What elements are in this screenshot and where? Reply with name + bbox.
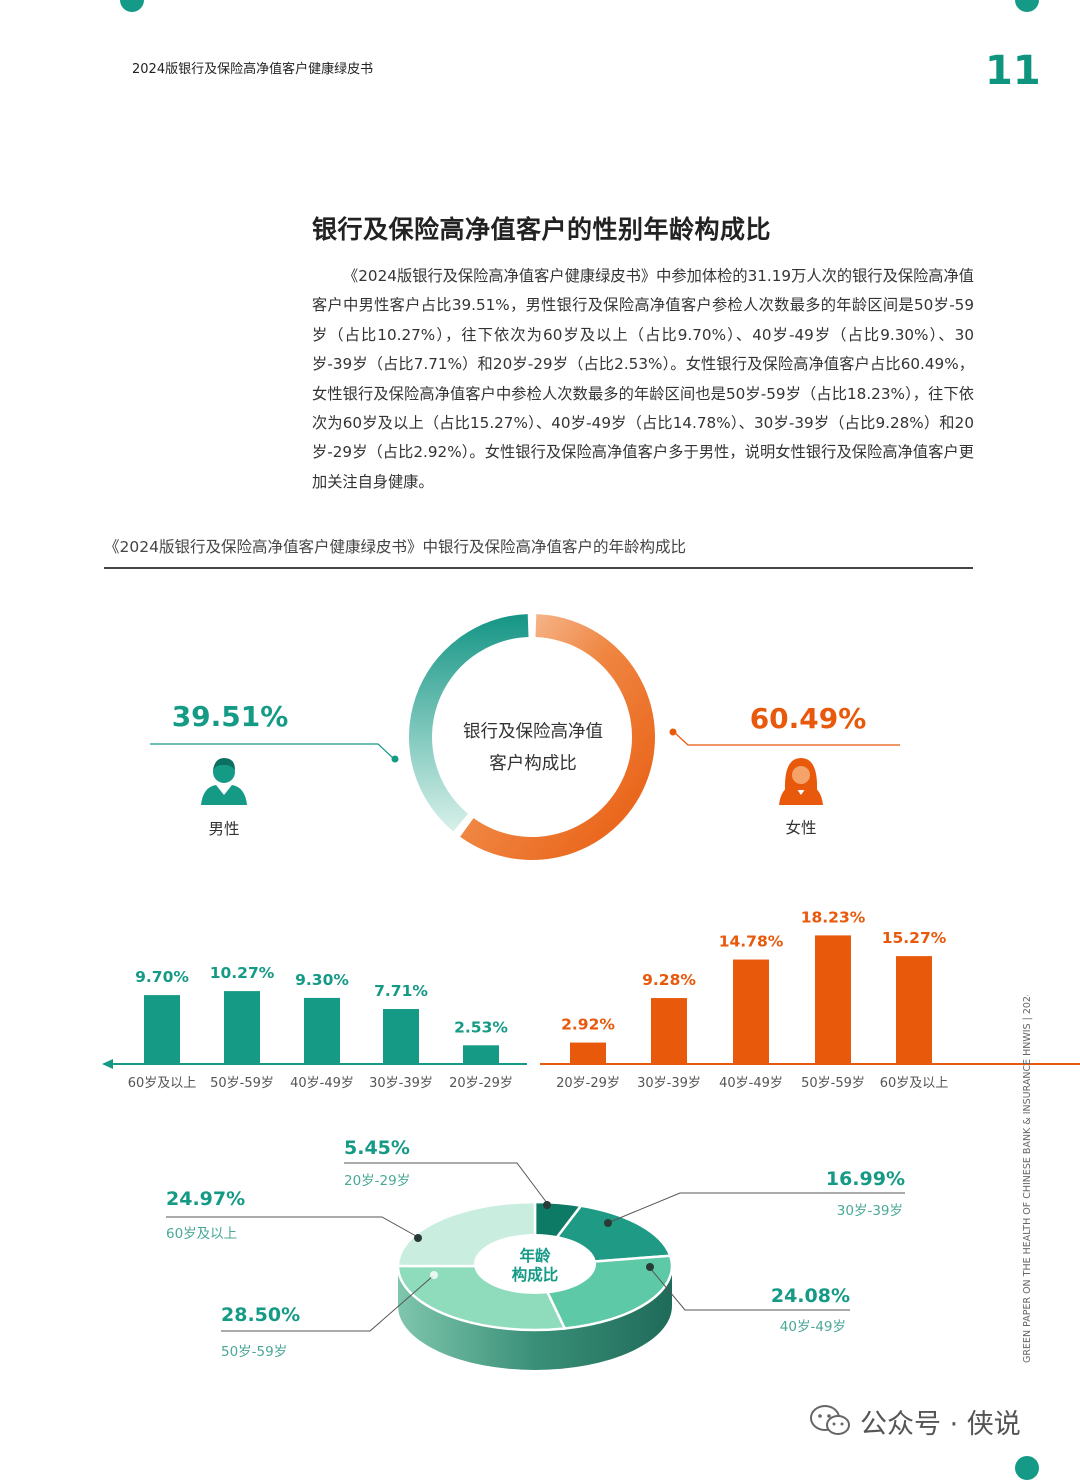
male-value-label: 9.30% <box>295 971 349 989</box>
female-value-label: 14.78% <box>719 933 784 951</box>
header-doc-title: 2024版银行及保险高净值客户健康绿皮书 <box>132 62 374 77</box>
male-percent: 39.51% <box>172 700 289 733</box>
donut-slice-female <box>460 614 656 861</box>
female-person-icon <box>779 758 823 805</box>
male-category-label: 40岁-49岁 <box>290 1076 354 1091</box>
pie-value-30-39: 16.99% <box>826 1168 905 1190</box>
pie-value-40-49: 24.08% <box>771 1285 850 1307</box>
female-category-label: 30岁-39岁 <box>637 1076 701 1091</box>
pie-label-60-plus: 60岁及以上 <box>166 1226 237 1242</box>
male-category-label: 20岁-29岁 <box>449 1076 513 1091</box>
chart-heading: 《2024版银行及保险高净值客户健康绿皮书》中银行及保险高净值客户的年龄构成比 <box>104 538 686 556</box>
male-leader-dot <box>391 755 399 763</box>
section-title: 银行及保险高净值客户的性别年龄构成比 <box>312 215 772 244</box>
female-axis <box>540 1063 1080 1065</box>
female-value-label: 9.28% <box>642 971 696 989</box>
body-paragraph: 《2024版银行及保险高净值客户健康绿皮书》中参加体检的31.19万人次的银行及… <box>312 267 974 491</box>
pie-label-50-59: 50岁-59岁 <box>221 1344 287 1360</box>
female-value-label: 2.92% <box>561 1016 615 1034</box>
male-bar <box>304 997 340 1063</box>
female-label: 女性 <box>785 818 816 837</box>
female-category-label: 20岁-29岁 <box>556 1076 620 1091</box>
male-value-label: 2.53% <box>454 1018 508 1036</box>
callout-60-plus: 24.97% 60岁及以上 <box>166 1188 422 1242</box>
wechat-logo-icon <box>810 1405 850 1435</box>
male-category-label: 30岁-39岁 <box>369 1076 433 1091</box>
callout-50-59: 28.50% 50岁-59岁 <box>221 1271 438 1360</box>
male-label: 男性 <box>208 820 239 838</box>
female-bar <box>733 959 769 1063</box>
male-bar <box>144 995 180 1063</box>
male-person-icon <box>201 758 247 805</box>
corner-dot-right <box>1015 0 1039 12</box>
pie-value-60-plus: 24.97% <box>166 1188 245 1210</box>
male-bar <box>224 991 260 1063</box>
male-bar <box>463 1045 499 1063</box>
female-category-label: 50岁-59岁 <box>801 1076 865 1091</box>
callout-20-29: 5.45% 20岁-29岁 <box>344 1137 551 1209</box>
callout-40-49: 24.08% 40岁-49岁 <box>646 1263 850 1335</box>
watermark-text: 公众号 · 侠说 <box>860 1409 1021 1440</box>
age-pie-center-label-1: 年龄 <box>519 1246 551 1265</box>
female-value-label: 18.23% <box>801 908 866 926</box>
pie-value-50-59: 28.50% <box>221 1304 300 1326</box>
male-axis <box>102 1059 527 1069</box>
age-pie-center: 年龄 构成比 <box>474 1234 596 1294</box>
donut-slice-male <box>409 614 529 832</box>
female-bar <box>570 1042 606 1063</box>
female-category-label: 60岁及以上 <box>880 1076 949 1091</box>
female-category-label: 40岁-49岁 <box>719 1076 783 1091</box>
callout-30-39: 16.99% 30岁-39岁 <box>604 1168 905 1227</box>
female-leader-dot <box>669 728 677 736</box>
male-value-label: 9.70% <box>135 968 189 986</box>
gender-donut: 银行及保险高净值 客户构成比 <box>409 614 656 861</box>
female-percent: 60.49% <box>750 702 867 735</box>
pie-label-30-39: 30岁-39岁 <box>837 1203 903 1219</box>
pie-side-wall <box>398 1266 672 1370</box>
female-leader-line <box>674 732 900 746</box>
male-bar-chart: 9.70% 60岁及以上 10.27% 50岁-59岁 9.30% 40岁-49岁 7.71… <box>128 964 513 1091</box>
male-leader-line <box>150 743 394 759</box>
heading-rule <box>104 567 973 569</box>
pie-value-20-29: 5.45% <box>344 1137 410 1159</box>
male-value-label: 10.27% <box>210 964 275 982</box>
donut-center-label-2: 客户构成比 <box>489 754 577 774</box>
male-category-label: 60岁及以上 <box>128 1076 197 1091</box>
female-bar-chart: 2.92% 20岁-29岁 9.28% 30岁-39岁 14.78% 40岁-49岁 18.… <box>556 908 948 1091</box>
pie-label-40-49: 40岁-49岁 <box>780 1319 846 1335</box>
donut-center-label-1: 银行及保险高净值 <box>463 722 603 742</box>
female-bar <box>815 935 851 1063</box>
pie-label-20-29: 20岁-29岁 <box>344 1173 410 1189</box>
male-category-label: 50岁-59岁 <box>210 1076 274 1091</box>
female-value-label: 15.27% <box>882 929 947 947</box>
male-bar <box>383 1009 419 1063</box>
page-number: 11 <box>985 48 1041 94</box>
corner-dot-left <box>120 0 144 12</box>
male-value-label: 7.71% <box>374 982 428 1000</box>
female-bar <box>651 998 687 1063</box>
side-text: GREEN PAPER ON THE HEALTH OF CHINESE BAN… <box>1022 995 1033 1363</box>
age-pie-center-label-2: 构成比 <box>512 1265 559 1284</box>
side-vertical-text: GREEN PAPER ON THE HEALTH OF CHINESE BAN… <box>1022 995 1033 1363</box>
female-bar <box>896 956 932 1063</box>
